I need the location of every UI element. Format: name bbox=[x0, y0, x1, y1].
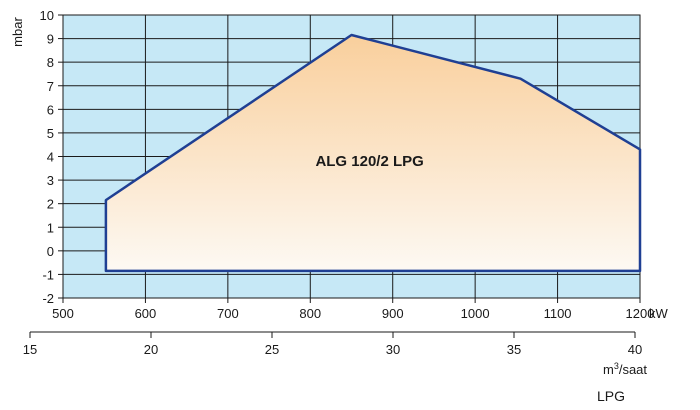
y-tick-label: 2 bbox=[47, 197, 54, 212]
secondary-tick-label: 20 bbox=[144, 342, 158, 357]
y-tick-label: 6 bbox=[47, 102, 54, 117]
x-tick-label: 700 bbox=[217, 306, 239, 321]
x-tick-label: 500 bbox=[52, 306, 74, 321]
x-tick-label: 1200 bbox=[626, 306, 655, 321]
secondary-unit-base: m bbox=[603, 362, 614, 377]
y-axis-ticks: -2 -1 0 1 2 3 4 5 6 7 8 9 10 bbox=[40, 8, 63, 306]
operating-region bbox=[104, 33, 642, 273]
y-tick-label: 1 bbox=[47, 220, 54, 235]
y-tick-label: 0 bbox=[47, 244, 54, 259]
y-tick-label: 10 bbox=[40, 8, 54, 23]
fuel-label: LPG bbox=[597, 388, 626, 404]
secondary-tick-label: 15 bbox=[23, 342, 37, 357]
x-tick-label: 900 bbox=[382, 306, 404, 321]
x-axis-unit: kW bbox=[649, 306, 669, 321]
x-tick-label: 1100 bbox=[544, 306, 572, 321]
y-tick-label: 3 bbox=[47, 173, 54, 188]
y-tick-label: 5 bbox=[47, 126, 54, 141]
secondary-unit-superscript: 3 bbox=[614, 361, 619, 371]
secondary-tick-label: 40 bbox=[628, 342, 642, 357]
x-tick-label: 1000 bbox=[461, 306, 490, 321]
x-tick-label: 600 bbox=[135, 306, 157, 321]
secondary-tick-label: 25 bbox=[265, 342, 279, 357]
y-tick-label: -1 bbox=[42, 267, 54, 282]
y-axis-label: mbar bbox=[10, 17, 25, 47]
secondary-axis-label: m3/saat bbox=[603, 361, 647, 377]
y-tick-label: 7 bbox=[47, 79, 54, 94]
x-axis-ticks: 500 600 700 800 900 1000 1100 1200 bbox=[52, 298, 654, 321]
secondary-axis: 15 20 25 30 35 40 bbox=[23, 331, 642, 357]
region-label: ALG 120/2 LPG bbox=[315, 153, 423, 170]
y-tick-label: 9 bbox=[47, 32, 54, 47]
y-tick-label: 8 bbox=[47, 55, 54, 70]
secondary-tick-label: 30 bbox=[386, 342, 400, 357]
secondary-unit-rest: /saat bbox=[619, 362, 648, 377]
y-tick-label: -2 bbox=[42, 291, 54, 306]
secondary-tick-label: 35 bbox=[507, 342, 521, 357]
y-tick-label: 4 bbox=[47, 150, 54, 165]
x-tick-label: 800 bbox=[299, 306, 321, 321]
